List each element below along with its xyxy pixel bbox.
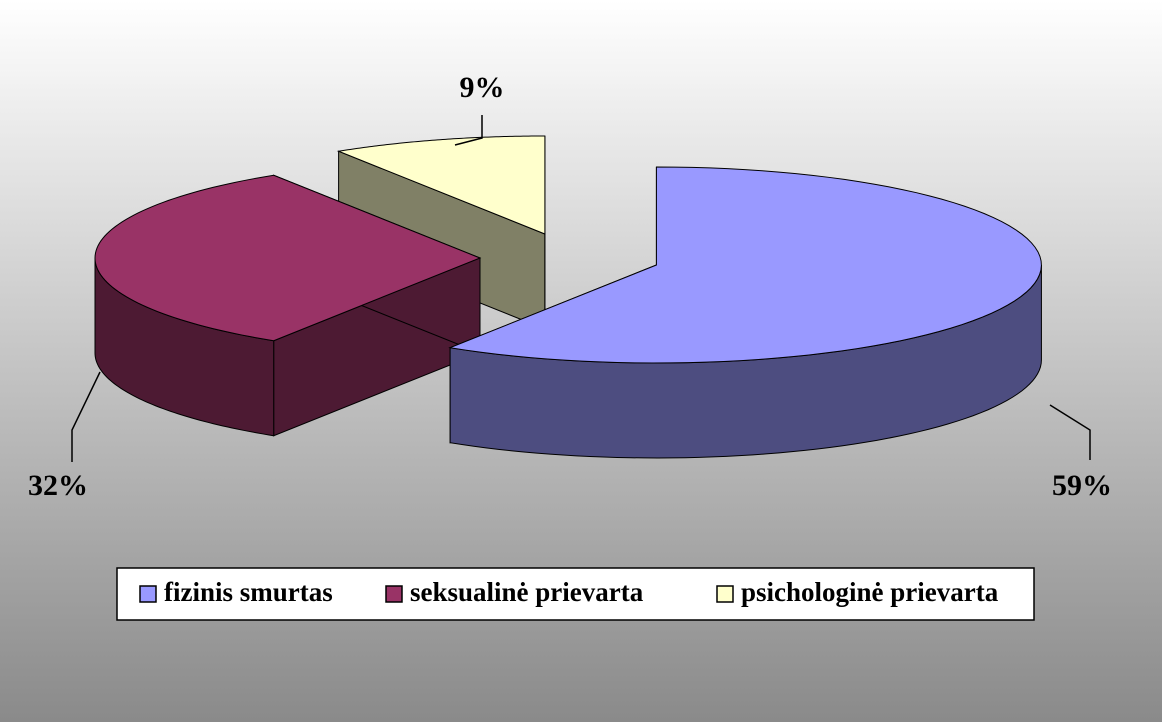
legend-swatch <box>385 585 403 603</box>
legend-label: fizinis smurtas <box>164 577 333 607</box>
leader-line <box>71 371 101 462</box>
data-label: 59% <box>1052 469 1112 502</box>
leader-lines <box>71 115 1091 462</box>
slice-top <box>94 174 482 342</box>
legend-swatch <box>139 585 157 603</box>
slice-top <box>448 166 1042 364</box>
slice-top <box>336 135 546 235</box>
leader-line <box>454 115 483 146</box>
labels: 59% 32% 9% fizinis smurtas seksualinė prieva… <box>28 71 1112 607</box>
pie <box>94 135 1042 459</box>
legend-swatch <box>716 585 734 603</box>
slice <box>448 166 1042 459</box>
slice <box>94 174 482 437</box>
legend-label: psichologinė prievarta <box>741 577 999 607</box>
data-label: 9% <box>460 71 505 104</box>
legend-label: seksualinė prievarta <box>410 577 644 607</box>
legend <box>116 567 1035 621</box>
data-label: 32% <box>28 469 88 502</box>
leader-line <box>1049 404 1091 460</box>
